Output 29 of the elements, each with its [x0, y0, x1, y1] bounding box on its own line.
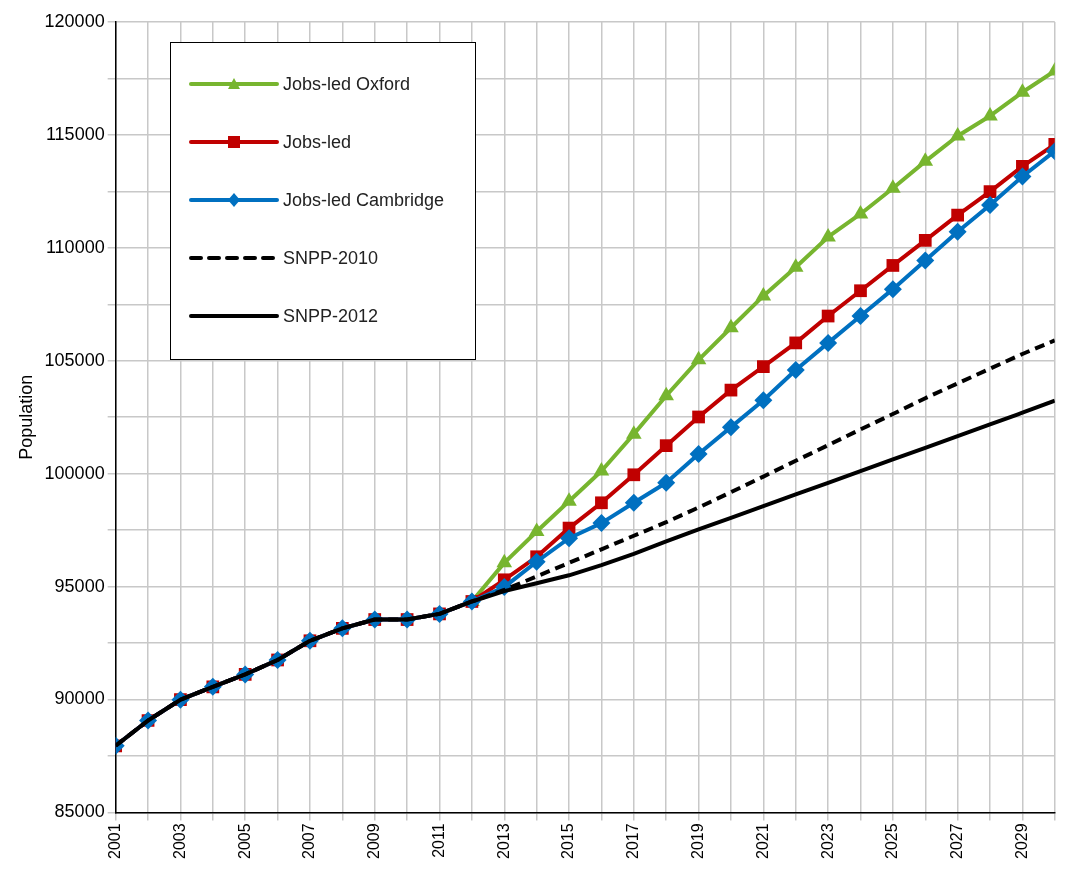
x-tick-label: 2017	[624, 823, 642, 859]
y-tick-label: 95000	[54, 575, 105, 596]
x-tick-label: 2029	[1012, 823, 1030, 859]
x-tick-label: 2007	[300, 823, 318, 859]
x-tick-label: 2005	[235, 823, 253, 859]
x-tick-label: 2001	[106, 823, 124, 859]
y-tick-label: 105000	[44, 349, 105, 370]
y-tick-label: 90000	[54, 688, 105, 709]
x-tick-label: 2003	[170, 823, 188, 859]
x-tick-label: 2019	[688, 823, 706, 859]
y-axis-title: Population	[15, 374, 36, 460]
x-tick-label: 2021	[753, 823, 771, 859]
legend-label: Jobs-led	[283, 131, 352, 153]
legend-label: SNPP-2012	[283, 305, 379, 327]
x-tick-label: 2013	[494, 823, 512, 859]
x-tick-label: 2027	[948, 823, 966, 859]
y-tick-label: 120000	[44, 10, 105, 31]
y-tick-label: 110000	[45, 236, 105, 257]
legend-label: SNPP-2010	[283, 247, 379, 269]
x-tick-label: 2015	[559, 823, 577, 859]
legend-label: Jobs-led Oxford	[283, 73, 411, 95]
y-tick-label: 115000	[45, 123, 105, 144]
y-tick-label: 100000	[44, 462, 105, 483]
x-tick-label: 2009	[365, 823, 383, 859]
x-tick-label: 2011	[429, 823, 447, 858]
y-tick-label: 85000	[54, 801, 105, 822]
x-tick-label: 2023	[818, 823, 836, 859]
legend-label: Jobs-led Cambridge	[283, 189, 445, 211]
x-tick-label: 2025	[883, 823, 901, 859]
